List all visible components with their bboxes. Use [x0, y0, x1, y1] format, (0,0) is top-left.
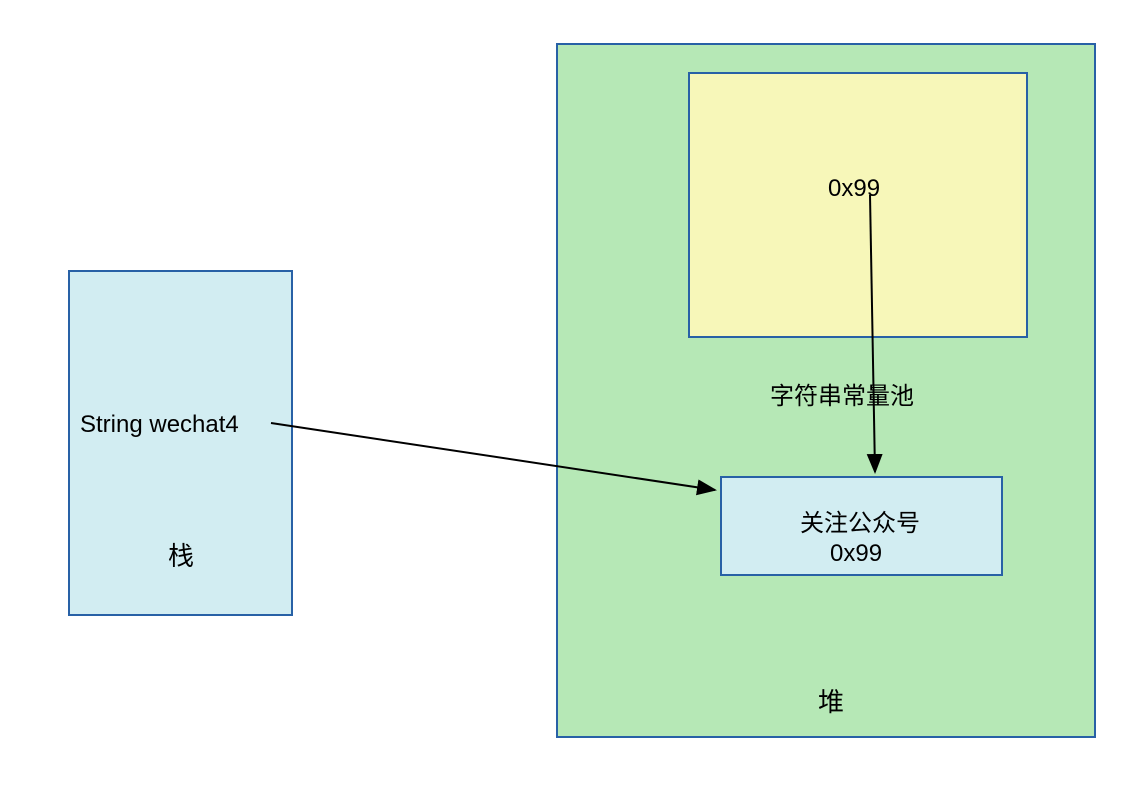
- heap-title-label: 堆: [818, 682, 844, 719]
- stack-var-label: String wechat4: [80, 411, 239, 439]
- pool-addr-label: 0x99: [828, 175, 880, 203]
- object-line1-label: 关注公众号: [800, 503, 920, 538]
- pool-title-label: 字符串常量池: [770, 376, 914, 411]
- string-pool-box: [688, 72, 1028, 338]
- object-line2-label: 0x99: [830, 540, 882, 568]
- stack-title-label: 栈: [168, 536, 194, 573]
